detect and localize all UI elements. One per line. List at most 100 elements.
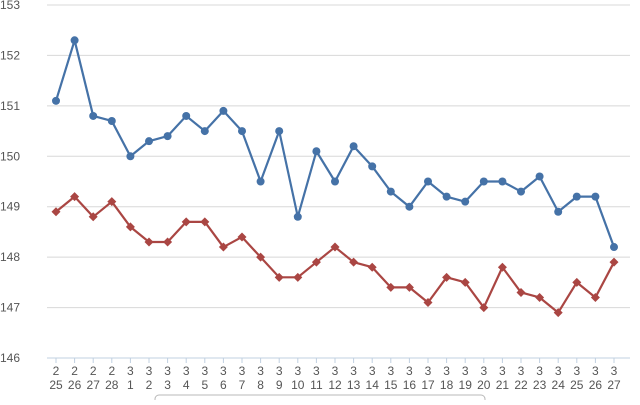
data-point[interactable] bbox=[516, 287, 526, 297]
x-tick-label-month: 3 bbox=[536, 364, 543, 378]
data-point[interactable] bbox=[554, 207, 563, 216]
data-point[interactable] bbox=[367, 262, 377, 272]
data-point[interactable] bbox=[572, 277, 582, 287]
data-point[interactable] bbox=[275, 127, 284, 136]
x-tick-label-month: 3 bbox=[164, 364, 171, 378]
x-tick-label-month: 3 bbox=[443, 364, 450, 378]
data-point[interactable] bbox=[293, 212, 302, 221]
data-point[interactable] bbox=[200, 217, 210, 227]
data-point[interactable] bbox=[610, 243, 618, 252]
data-point[interactable] bbox=[256, 177, 265, 186]
data-point[interactable] bbox=[591, 192, 600, 201]
data-point[interactable] bbox=[423, 298, 433, 308]
x-tick-label-month: 3 bbox=[220, 364, 227, 378]
x-tick-label-day: 25 bbox=[570, 378, 584, 392]
x-tick-label-month: 3 bbox=[127, 364, 134, 378]
data-point[interactable] bbox=[460, 277, 470, 287]
y-tick-label: 151 bbox=[0, 99, 20, 113]
data-point[interactable] bbox=[386, 282, 396, 292]
x-tick-label-day: 10 bbox=[291, 378, 305, 392]
data-point[interactable] bbox=[163, 237, 173, 247]
data-point[interactable] bbox=[553, 308, 563, 318]
x-tick-label-month: 3 bbox=[611, 364, 618, 378]
data-point[interactable] bbox=[590, 292, 600, 302]
x-tick-label-day: 11 bbox=[310, 378, 323, 392]
data-point[interactable] bbox=[497, 262, 507, 272]
data-point[interactable] bbox=[442, 272, 452, 282]
data-point[interactable] bbox=[461, 197, 470, 206]
data-point[interactable] bbox=[330, 242, 340, 252]
data-point[interactable] bbox=[126, 152, 135, 161]
data-point[interactable] bbox=[144, 237, 154, 247]
data-point[interactable] bbox=[535, 172, 544, 181]
data-point[interactable] bbox=[200, 127, 209, 136]
series-line bbox=[54, 39, 616, 248]
x-tick-label-day: 26 bbox=[68, 378, 82, 392]
data-point[interactable] bbox=[274, 272, 284, 282]
data-point[interactable] bbox=[70, 192, 80, 202]
x-tick-label-day: 27 bbox=[607, 378, 621, 392]
x-tick-label-month: 3 bbox=[332, 364, 339, 378]
data-point[interactable] bbox=[331, 177, 339, 186]
data-point[interactable] bbox=[89, 111, 98, 120]
x-tick-label-day: 2 bbox=[146, 378, 153, 392]
data-point[interactable] bbox=[479, 177, 488, 186]
data-point[interactable] bbox=[404, 282, 414, 292]
data-point[interactable] bbox=[51, 207, 61, 217]
x-tick-label-month: 3 bbox=[257, 364, 264, 378]
data-point[interactable] bbox=[293, 272, 303, 282]
data-point[interactable] bbox=[145, 137, 153, 146]
x-tick-label-day: 5 bbox=[201, 378, 208, 392]
data-point[interactable] bbox=[349, 257, 359, 267]
x-tick-label-month: 3 bbox=[146, 364, 153, 378]
x-tick-label-month: 2 bbox=[53, 364, 60, 378]
data-point[interactable] bbox=[218, 242, 228, 252]
x-tick-label-day: 14 bbox=[366, 378, 380, 392]
data-point[interactable] bbox=[107, 116, 116, 125]
data-point[interactable] bbox=[386, 187, 395, 196]
data-point[interactable] bbox=[256, 252, 266, 262]
x-tick-label-month: 2 bbox=[71, 364, 78, 378]
x-tick-label-day: 17 bbox=[421, 378, 435, 392]
data-point[interactable] bbox=[237, 232, 247, 242]
y-tick-label: 150 bbox=[0, 149, 20, 163]
x-tick-label-day: 23 bbox=[533, 378, 547, 392]
data-point[interactable] bbox=[349, 142, 358, 151]
data-point[interactable] bbox=[535, 292, 545, 302]
data-point[interactable] bbox=[311, 257, 321, 267]
data-point[interactable] bbox=[52, 96, 60, 105]
data-point[interactable] bbox=[182, 111, 191, 120]
data-point[interactable] bbox=[368, 162, 377, 171]
x-tick-label-month: 3 bbox=[425, 364, 432, 378]
x-tick-label-day: 26 bbox=[589, 378, 603, 392]
data-point[interactable] bbox=[312, 147, 321, 156]
data-point[interactable] bbox=[70, 36, 79, 45]
x-tick-label-day: 25 bbox=[49, 378, 63, 392]
data-point[interactable] bbox=[107, 197, 117, 207]
y-tick-label: 152 bbox=[0, 48, 20, 62]
grid-lines bbox=[47, 4, 630, 359]
series-line bbox=[55, 195, 615, 314]
x-tick-label-day: 13 bbox=[347, 378, 361, 392]
data-point[interactable] bbox=[498, 177, 507, 186]
y-tick-label: 146 bbox=[0, 351, 20, 365]
data-point[interactable] bbox=[88, 212, 98, 222]
x-tick-label-month: 3 bbox=[183, 364, 190, 378]
data-point[interactable] bbox=[517, 187, 525, 196]
data-point[interactable] bbox=[572, 192, 581, 201]
x-tick-label-month: 3 bbox=[480, 364, 487, 378]
data-point[interactable] bbox=[219, 106, 228, 115]
series-1 bbox=[51, 192, 619, 318]
y-axis: 146 147 148 149 150 151 152 153 bbox=[0, 0, 20, 365]
data-point[interactable] bbox=[609, 257, 619, 267]
data-point[interactable] bbox=[163, 132, 172, 141]
data-point[interactable] bbox=[181, 217, 191, 227]
data-point[interactable] bbox=[442, 192, 451, 201]
x-tick-label-day: 3 bbox=[164, 378, 171, 392]
data-point[interactable] bbox=[405, 202, 414, 211]
data-point[interactable] bbox=[424, 177, 432, 186]
data-point[interactable] bbox=[479, 303, 489, 313]
data-point[interactable] bbox=[238, 127, 246, 136]
data-point[interactable] bbox=[125, 222, 135, 232]
